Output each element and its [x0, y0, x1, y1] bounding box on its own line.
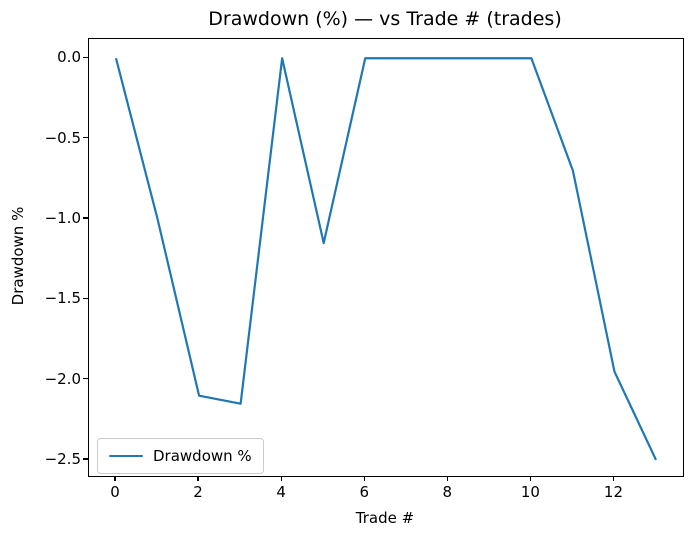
- x-tick: [114, 476, 116, 481]
- y-tick: [83, 378, 88, 380]
- y-tick: [83, 297, 88, 299]
- x-tick-label: 4: [276, 483, 286, 501]
- y-tick: [83, 56, 88, 58]
- legend-line-sample: [109, 454, 143, 458]
- x-tick: [280, 476, 282, 481]
- x-tick: [197, 476, 199, 481]
- x-tick-label: 10: [520, 483, 540, 501]
- y-tick-label: −1.5: [44, 289, 81, 308]
- y-tick: [83, 217, 88, 219]
- y-tick-label: −0.5: [44, 128, 81, 147]
- y-tick-label: −2.5: [44, 449, 81, 468]
- y-tick: [83, 137, 88, 139]
- y-tick-label: 0.0: [57, 48, 81, 67]
- legend-label: Drawdown %: [153, 447, 252, 465]
- x-axis-label: Trade #: [355, 509, 415, 527]
- x-tick: [612, 476, 615, 481]
- x-tick: [363, 476, 365, 481]
- x-tick-label: 6: [359, 483, 369, 501]
- chart-title: Drawdown (%) — vs Trade # (trades): [208, 8, 562, 30]
- x-tick-label: 2: [193, 483, 203, 501]
- y-tick: [83, 458, 88, 460]
- y-tick-label: −2.0: [44, 369, 81, 388]
- x-tick-label: 12: [603, 483, 623, 501]
- legend: Drawdown %: [97, 438, 264, 474]
- line-chart-canvas: [114, 57, 657, 461]
- x-tick-label: 8: [442, 483, 453, 501]
- series-line: [114, 57, 657, 461]
- x-tick: [529, 476, 531, 481]
- x-tick-label: 0: [110, 483, 120, 501]
- x-tick: [446, 476, 448, 481]
- plot-area: Drawdown %: [88, 38, 684, 477]
- y-tick-label: −1.0: [44, 208, 81, 227]
